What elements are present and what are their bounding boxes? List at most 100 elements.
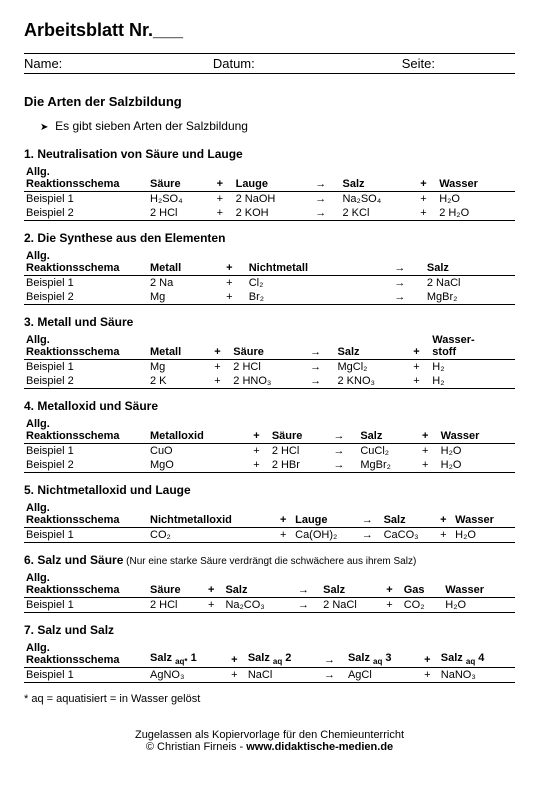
- cell: 2 HBr: [270, 458, 332, 473]
- cell: [506, 276, 515, 291]
- col-header: +: [224, 249, 247, 276]
- col-header: →: [308, 333, 335, 360]
- section-heading: 7. Salz und Salz: [24, 623, 515, 637]
- cell: →: [322, 668, 346, 683]
- reaction-table: Allg. ReaktionsschemaNichtmetalloxid+Lau…: [24, 501, 515, 543]
- cell: NaNO₃: [439, 668, 515, 683]
- col-header: Lauge: [293, 501, 360, 528]
- col-header: Allg. Reaktionsschema: [24, 333, 148, 360]
- col-header: +: [206, 571, 223, 598]
- cell: →: [308, 374, 335, 389]
- col-header: Säure: [231, 333, 308, 360]
- cell: +: [251, 458, 270, 473]
- cell: Beispiel 2: [24, 374, 148, 389]
- reaction-table: Allg. ReaktionsschemaMetall+Säure→Salz+W…: [24, 333, 515, 389]
- cell: CuO: [148, 444, 251, 459]
- cell: 2 HCl: [148, 598, 206, 613]
- cell: +: [411, 360, 430, 375]
- cell: Beispiel 1: [24, 360, 148, 375]
- col-header: Wasser-stoff: [430, 333, 515, 360]
- cell: Br₂: [247, 290, 384, 305]
- section-heading: 6. Salz und Säure (Nur eine starke Säure…: [24, 553, 515, 567]
- reaction-table: Allg. ReaktionsschemaMetall+Nichtmetall→…: [24, 249, 515, 305]
- col-header: Gas: [402, 571, 444, 598]
- col-header: Metall: [148, 249, 224, 276]
- cell: +: [418, 192, 437, 207]
- col-header: Salz aq 2: [246, 641, 322, 668]
- cell: +: [278, 528, 293, 543]
- section-heading: 2. Die Synthese aus den Elementen: [24, 231, 515, 245]
- cell: +: [224, 290, 247, 305]
- cell: +: [438, 528, 453, 543]
- cell: 2 H₂O: [437, 206, 515, 221]
- cell: Beispiel 1: [24, 192, 148, 207]
- cell: H₂O: [437, 192, 515, 207]
- cell: Beispiel 1: [24, 444, 148, 459]
- cell: H₂SO₄: [148, 192, 215, 207]
- col-header: +: [278, 501, 293, 528]
- col-header: +: [411, 333, 430, 360]
- header-date: Datum:: [213, 56, 402, 71]
- col-header: +: [420, 417, 439, 444]
- cell: +: [420, 458, 439, 473]
- cell: 2 HNO₃: [231, 374, 308, 389]
- cell: H₂: [430, 374, 515, 389]
- cell: →: [392, 290, 424, 305]
- cell: [384, 276, 393, 291]
- cell: Cl₂: [247, 276, 384, 291]
- cell: Beispiel 2: [24, 458, 148, 473]
- col-header: Säure: [148, 165, 215, 192]
- cell: +: [215, 206, 234, 221]
- cell: +: [212, 374, 231, 389]
- cell: H₂: [430, 360, 515, 375]
- col-header: Allg. Reaktionsschema: [24, 249, 148, 276]
- col-header: Salz: [425, 249, 506, 276]
- cell: →: [313, 206, 340, 221]
- cell: +: [212, 360, 231, 375]
- col-header: Allg. Reaktionsschema: [24, 641, 148, 668]
- cell: 2 NaOH: [234, 192, 314, 207]
- col-header: +: [384, 571, 401, 598]
- cell: MgBr₂: [425, 290, 506, 305]
- cell: 2 NaCl: [425, 276, 506, 291]
- col-header: Allg. Reaktionsschema: [24, 501, 148, 528]
- section-heading: 5. Nichtmetalloxid und Lauge: [24, 483, 515, 497]
- col-header: Salz aq* 1: [148, 641, 229, 668]
- section-note: (Nur eine starke Säure verdrängt die sch…: [123, 556, 416, 567]
- cell: +: [206, 598, 223, 613]
- col-header: →: [332, 417, 359, 444]
- col-header: Metalloxid: [148, 417, 251, 444]
- section-heading: 4. Metalloxid und Säure: [24, 399, 515, 413]
- header-name: Name:: [24, 56, 213, 71]
- footer-line1: Zugelassen als Kopiervorlage für den Che…: [24, 729, 515, 741]
- sections-container: 1. Neutralisation von Säure und LaugeAll…: [24, 147, 515, 683]
- cell: [384, 290, 393, 305]
- cell: Beispiel 1: [24, 668, 148, 683]
- col-header: Nichtmetalloxid: [148, 501, 272, 528]
- header-page: Seite:: [402, 56, 515, 71]
- col-header: Salz: [321, 571, 384, 598]
- cell: +: [411, 374, 430, 389]
- cell: AgCl: [346, 668, 422, 683]
- cell: NaCl: [246, 668, 322, 683]
- col-header: Wasser: [443, 571, 515, 598]
- cell: +: [215, 192, 234, 207]
- col-header: [384, 249, 393, 276]
- cell: +: [229, 668, 246, 683]
- cell: H₂O: [439, 444, 515, 459]
- cell: +: [418, 206, 437, 221]
- col-header: Salz: [358, 417, 420, 444]
- col-header: Wasser: [437, 165, 515, 192]
- cell: Na₂SO₄: [340, 192, 418, 207]
- col-header: Säure: [270, 417, 332, 444]
- header-box: Name: Datum: Seite:: [24, 53, 515, 74]
- cell: AgNO₃: [148, 668, 229, 683]
- col-header: →: [313, 165, 340, 192]
- cell: Beispiel 2: [24, 290, 148, 305]
- intro-bullet: Es gibt sieben Arten der Salzbildung: [40, 119, 515, 133]
- cell: Ca(OH)₂: [293, 528, 360, 543]
- cell: Mg: [148, 360, 212, 375]
- cell: Na₂CO₃: [223, 598, 296, 613]
- cell: MgCl₂: [336, 360, 412, 375]
- col-header: →: [296, 571, 321, 598]
